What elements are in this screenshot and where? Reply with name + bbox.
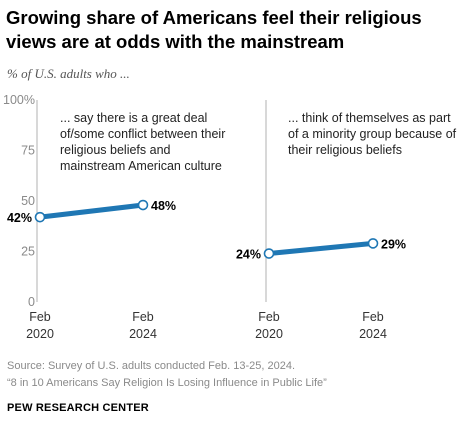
series-line <box>266 240 376 257</box>
x-tick-label: 2020 <box>26 327 54 341</box>
x-tick-label: 2024 <box>359 327 387 341</box>
y-tick-label: 75 <box>21 144 35 158</box>
series-annotation: mainstream American culture <box>60 159 222 173</box>
x-tick-label: Feb <box>258 310 280 324</box>
panel-minority-group: ... think of themselves as part of a mino… <box>236 100 457 341</box>
data-label: 24% <box>236 248 261 262</box>
series-annotation: of/some conflict between their <box>60 127 225 141</box>
series-annotation: ... say there is a great deal <box>60 111 207 125</box>
y-tick-label: 25 <box>21 245 35 259</box>
y-tick-label: 0 <box>28 295 35 309</box>
series-annotation: their religious beliefs <box>288 143 402 157</box>
series-annotation: of a minority group because of <box>288 127 457 141</box>
series-annotation: religious beliefs and <box>60 143 171 157</box>
panel-conflict-with-culture: 0 25 50 75 100% ... say there is a great deal… <box>3 93 225 341</box>
line-charts: 0 25 50 75 100% ... say there is a great deal… <box>3 93 457 341</box>
y-tick-label: 100% <box>3 93 35 107</box>
series-annotation: ... think of themselves as part <box>288 111 451 125</box>
chart-subtitle: % of U.S. adults who ... <box>7 66 130 81</box>
x-tick-label: 2020 <box>255 327 283 341</box>
data-point <box>34 211 46 223</box>
data-point <box>137 199 149 211</box>
data-point <box>263 248 275 259</box>
data-label: 29% <box>381 237 406 251</box>
org-name: PEW RESEARCH CENTER <box>7 402 149 414</box>
data-label: 42% <box>7 211 32 225</box>
x-tick-label: Feb <box>132 310 154 324</box>
data-label: 48% <box>151 199 176 213</box>
report-title: “8 in 10 Americans Say Religion Is Losin… <box>7 377 327 389</box>
y-tick-label: 50 <box>21 194 35 208</box>
series-line <box>37 202 146 220</box>
data-point <box>367 238 379 249</box>
x-tick-label: Feb <box>362 310 384 324</box>
source-note: Source: Survey of U.S. adults conducted … <box>7 360 296 372</box>
x-tick-label: Feb <box>29 310 51 324</box>
x-tick-label: 2024 <box>129 327 157 341</box>
chart-title: Growing share of Americans feel their re… <box>6 7 422 52</box>
